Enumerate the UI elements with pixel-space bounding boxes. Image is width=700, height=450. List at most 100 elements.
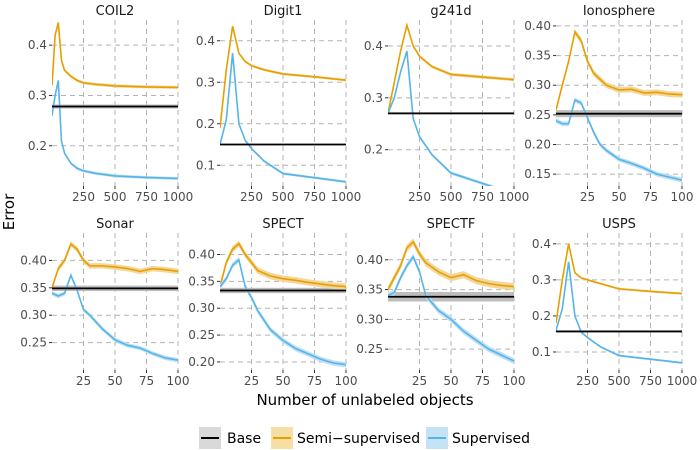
panel-g241d: g241d 250 500 750 1000 0.2 0.3 0.4	[364, 4, 529, 204]
x-tick-label: 75	[307, 374, 322, 388]
x-tick-label: 750	[135, 190, 158, 204]
panel-title: Ionosphere	[583, 4, 655, 19]
semi-supervised-line	[220, 242, 346, 288]
x-tick-label: 250	[408, 190, 431, 204]
y-axis-label: Error	[0, 193, 18, 230]
semi-supervised-line	[52, 242, 178, 289]
semi-supervised-line	[388, 240, 514, 290]
y-tick-label: 0.35	[20, 281, 47, 295]
y-tick-label: 0.4	[196, 34, 215, 48]
x-tick-label: 250	[240, 190, 263, 204]
x-tick-label: 250	[576, 374, 599, 388]
y-tick-label: 0.40	[20, 253, 47, 267]
x-tick-label: 250	[72, 190, 95, 204]
x-tick-label: 25	[244, 374, 259, 388]
panel-digit1: Digit1 250 500 750 1000 0.1 0.2 0.3 0.4	[196, 4, 361, 204]
plot-area	[220, 24, 346, 184]
semi-supervised-band	[52, 241, 178, 291]
x-tick-label: 50	[443, 374, 458, 388]
y-tick-label: 0.35	[524, 49, 551, 63]
y-tick-label: 0.35	[356, 283, 383, 297]
y-tick-label: 0.3	[28, 88, 47, 102]
panel-title: Digit1	[264, 4, 303, 19]
x-tick-label: 25	[412, 374, 427, 388]
x-tick-label: 50	[107, 374, 122, 388]
panel-title: SPECT	[262, 217, 303, 232]
x-tick-label: 1000	[499, 190, 530, 204]
x-tick-label: 500	[608, 374, 631, 388]
supervised-line	[388, 50, 493, 186]
x-tick-label: 750	[303, 190, 326, 204]
x-tick-label: 25	[76, 374, 91, 388]
y-tick-label: 0.20	[524, 138, 551, 152]
x-tick-label: 50	[611, 190, 626, 204]
semi-supervised-line	[556, 243, 682, 324]
y-tick-label: 0.4	[532, 237, 551, 251]
panel-title: Sonar	[96, 217, 134, 232]
panel-spectf: SPECTF 25 50 75 100 0.25 0.30 0.35 0.40	[356, 217, 525, 388]
supervised-line	[52, 272, 178, 361]
supervised-band	[388, 253, 514, 365]
x-tick-label: 1000	[331, 190, 362, 204]
y-tick-label: 0.20	[188, 355, 215, 369]
x-tick-label: 500	[104, 190, 127, 204]
y-tick-label: 0.40	[356, 253, 383, 267]
legend-label-base: Base	[227, 431, 261, 447]
y-tick-label: 0.30	[524, 78, 551, 92]
x-tick-label: 500	[272, 190, 295, 204]
panel-spect: SPECT 25 50 75 100 0.20 0.25 0.30 0.35 0.40	[188, 217, 357, 388]
y-tick-label: 0.4	[28, 38, 47, 52]
panel-usps: USPS 250 500 750 1000 0.1 0.2 0.3 0.4	[532, 217, 697, 388]
legend-item-semi: Semi−supervised	[271, 427, 420, 449]
x-tick-label: 25	[580, 190, 595, 204]
x-tick-label: 500	[440, 190, 463, 204]
panel-ionosphere: Ionosphere 25 50 75 100 0.15 0.20 0.25 0.30 0.35 0…	[524, 4, 693, 204]
y-tick-label: 0.40	[188, 247, 215, 261]
y-tick-label: 0.3	[532, 273, 551, 287]
y-tick-label: 0.15	[524, 167, 551, 181]
x-tick-label: 1000	[667, 374, 698, 388]
legend: Base Semi−supervised Supervised	[199, 427, 530, 449]
x-tick-label: 50	[275, 374, 290, 388]
legend-label-semi: Semi−supervised	[297, 431, 420, 447]
plot-area	[388, 238, 514, 365]
y-tick-label: 0.35	[188, 274, 215, 288]
x-tick-label: 100	[335, 374, 358, 388]
plot-area	[556, 28, 682, 183]
semi-supervised-band	[388, 238, 514, 294]
y-tick-label: 0.1	[532, 345, 551, 359]
x-tick-label: 100	[503, 374, 526, 388]
y-tick-label: 0.3	[196, 75, 215, 89]
panels: COIL2 250 500 750 1000 0.2 0.3 0.4 Digit1 250 500 7…	[20, 4, 697, 388]
legend-label-sup: Supervised	[452, 431, 530, 447]
y-tick-label: 0.25	[188, 328, 215, 342]
panel-title: SPECTF	[427, 217, 476, 232]
y-tick-label: 0.2	[364, 143, 383, 157]
plot-area	[388, 22, 514, 186]
y-tick-label: 0.2	[196, 117, 215, 131]
y-tick-label: 0.2	[532, 309, 551, 323]
x-tick-label: 100	[671, 190, 694, 204]
panel-sonar: Sonar 25 50 75 100 0.25 0.30 0.35 0.40	[20, 217, 189, 388]
x-tick-label: 75	[139, 374, 154, 388]
y-tick-label: 0.30	[20, 308, 47, 322]
x-tick-label: 750	[639, 374, 662, 388]
plot-area	[556, 242, 682, 364]
supervised-line	[220, 258, 346, 366]
y-tick-label: 0.30	[188, 301, 215, 315]
semi-supervised-line	[556, 29, 682, 111]
supervised-line	[52, 80, 178, 180]
y-tick-label: 0.25	[524, 108, 551, 122]
x-tick-label: 75	[475, 374, 490, 388]
semi-supervised-line	[220, 26, 346, 128]
y-tick-label: 0.2	[28, 139, 47, 153]
y-tick-label: 0.25	[20, 336, 47, 350]
supervised-line	[556, 261, 682, 364]
legend-item-sup: Supervised	[426, 427, 530, 449]
plot-area	[220, 240, 346, 368]
plot-area	[52, 241, 178, 363]
y-tick-label: 0.3	[364, 91, 383, 105]
x-axis-label: Number of unlabeled objects	[256, 391, 473, 409]
supervised-line	[556, 98, 682, 181]
